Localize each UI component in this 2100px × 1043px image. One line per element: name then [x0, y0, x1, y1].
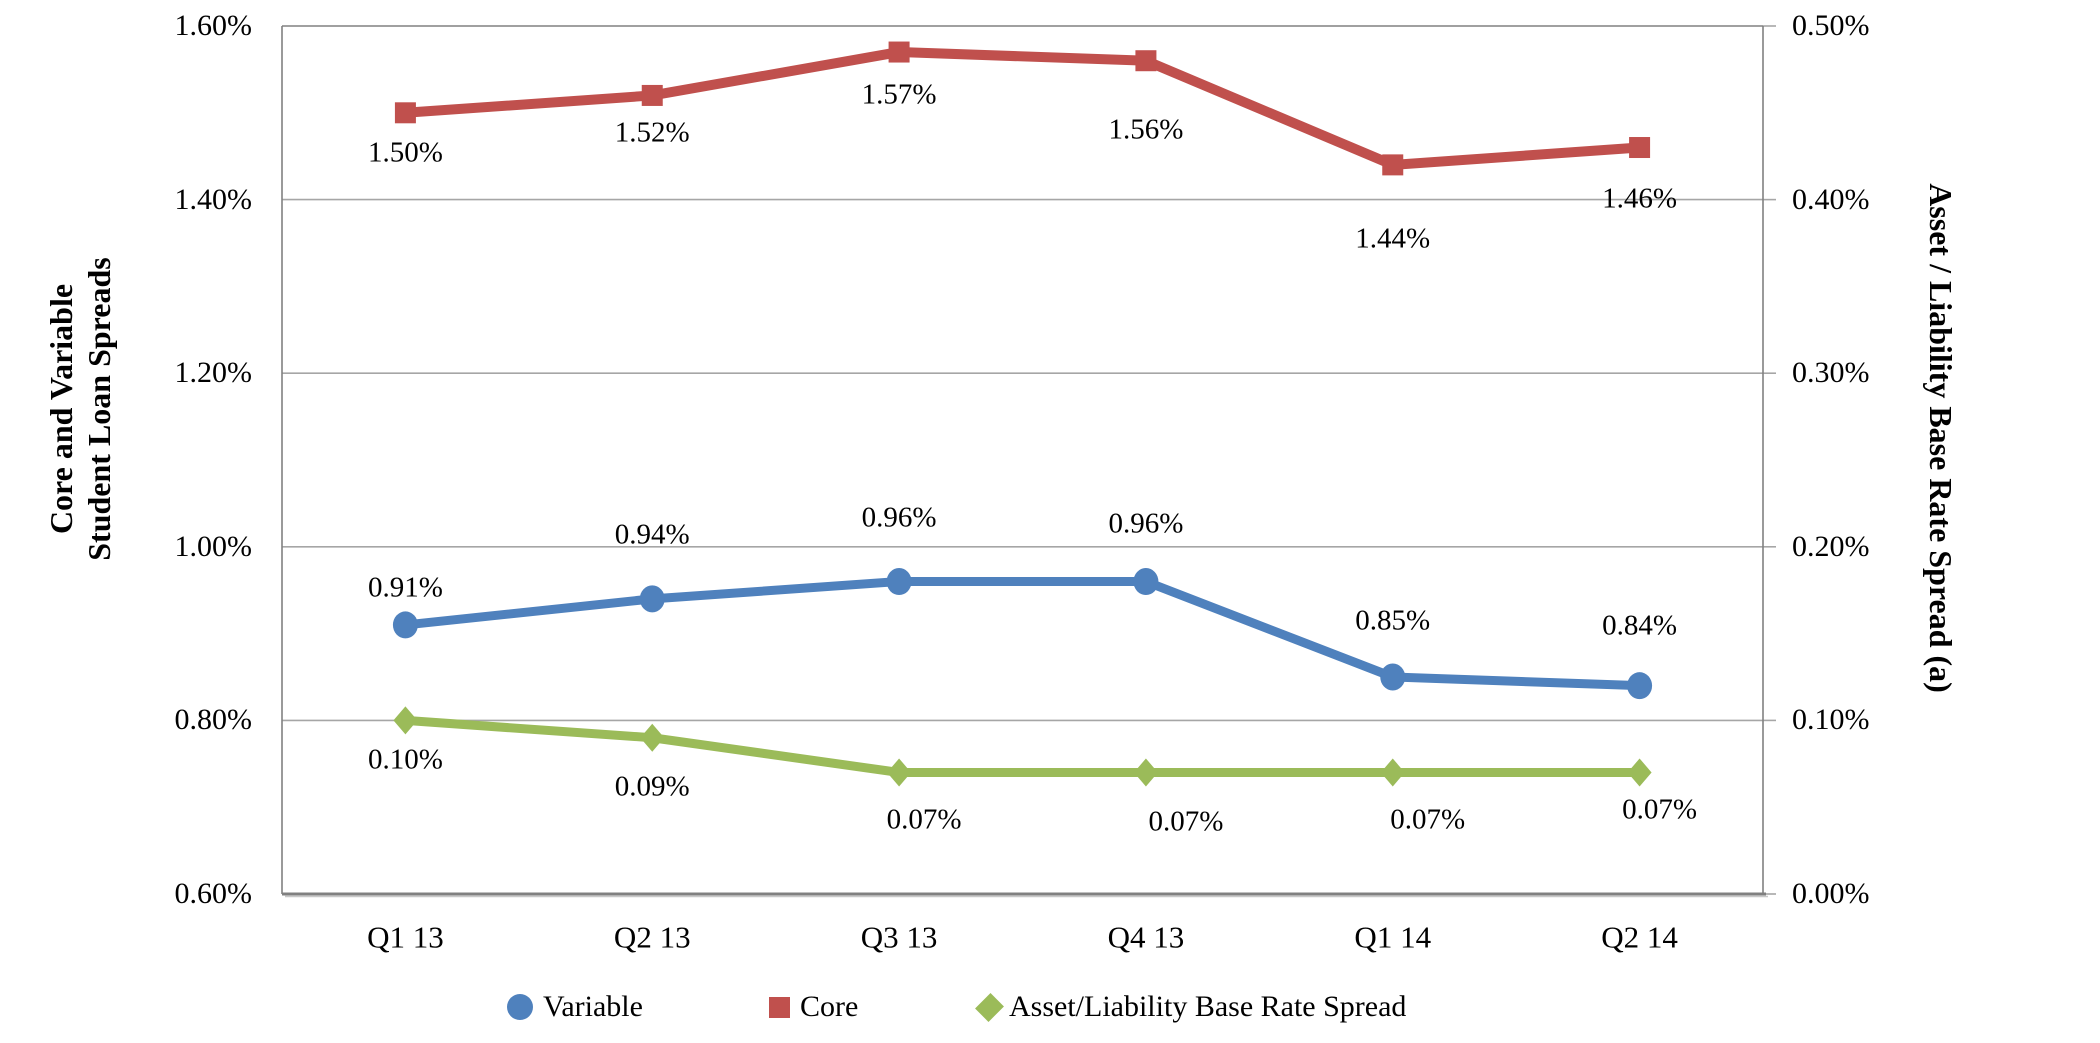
marker-diamond: [1133, 758, 1158, 787]
series-line-circle: [404, 577, 1640, 691]
left-axis-tick-label: 0.60%: [174, 877, 253, 910]
left-axis-tick-label: 1.20%: [174, 356, 253, 390]
left-axis-tick-label: 1.40%: [174, 182, 253, 216]
data-label: 0.96%: [1108, 507, 1184, 540]
data-label: 1.50%: [367, 136, 443, 169]
marker-circle: [1627, 672, 1653, 700]
marker-square: [888, 41, 910, 63]
left-axis-tick-label: 1.60%: [174, 9, 253, 42]
marker-diamond: [1380, 758, 1405, 787]
series-line-diamond: [405, 715, 1640, 777]
data-label: 0.09%: [614, 770, 690, 803]
marker-circle: [886, 568, 912, 596]
marker-circle: [1133, 568, 1159, 596]
x-axis-label: Q2 13: [613, 919, 691, 955]
marker-circle: [639, 585, 665, 613]
right-axis-tick-label: 0.00%: [1792, 877, 1870, 910]
marker-diamond: [1627, 758, 1652, 787]
x-axis-label: Q1 14: [1354, 919, 1432, 955]
data-label: 1.56%: [1108, 113, 1184, 146]
x-axis-label: Q4 13: [1107, 919, 1185, 955]
marker-circle: [392, 611, 418, 639]
data-label: 1.52%: [614, 116, 690, 149]
left-axis-tick-label: 1.00%: [174, 529, 253, 563]
marker-square: [641, 84, 663, 106]
data-label: 1.44%: [1355, 222, 1431, 255]
data-label: 0.07%: [1390, 803, 1466, 836]
left-axis-title-line2: Student Loan Spreads: [81, 257, 117, 561]
marker-square: [394, 102, 416, 124]
data-label: 0.07%: [886, 803, 962, 836]
data-label: 0.96%: [861, 501, 937, 534]
x-axis-label: Q1 13: [367, 919, 444, 955]
left-axis-tick-label: 0.80%: [174, 703, 253, 737]
data-label: 0.91%: [367, 571, 443, 604]
data-label: 1.46%: [1602, 182, 1678, 215]
left-axis-title: Core and Variable Student Loan Spreads: [42, 257, 118, 561]
data-label: 0.84%: [1602, 609, 1678, 642]
right-axis-tick-label: 0.20%: [1792, 529, 1870, 563]
right-axis-tick-label: 0.50%: [1792, 9, 1870, 42]
data-label: 0.94%: [614, 518, 690, 551]
x-axis-label: Q2 14: [1601, 919, 1678, 955]
series-line-square: [405, 47, 1640, 170]
data-label: 0.07%: [1148, 805, 1224, 838]
x-axis-label: Q3 13: [860, 919, 938, 955]
data-label: 1.57%: [861, 78, 937, 111]
marker-circle: [1380, 663, 1406, 691]
data-label: 0.10%: [367, 743, 443, 776]
marker-square: [1135, 50, 1157, 72]
right-axis-tick-label: 0.30%: [1792, 356, 1870, 390]
marker-diamond: [393, 706, 418, 735]
right-axis-title: Asset / Liability Base Rate Spread (a): [1923, 183, 1959, 693]
left-axis-title-line1: Core and Variable: [43, 283, 79, 535]
marker-diamond: [887, 758, 912, 787]
marker-square: [1629, 137, 1651, 159]
right-axis-tick-label: 0.10%: [1792, 703, 1870, 737]
marker-diamond: [640, 723, 665, 752]
right-axis-tick-label: 0.40%: [1792, 182, 1870, 216]
data-label: 0.85%: [1355, 604, 1431, 637]
data-label: 0.07%: [1622, 793, 1698, 826]
marker-square: [1382, 154, 1404, 176]
